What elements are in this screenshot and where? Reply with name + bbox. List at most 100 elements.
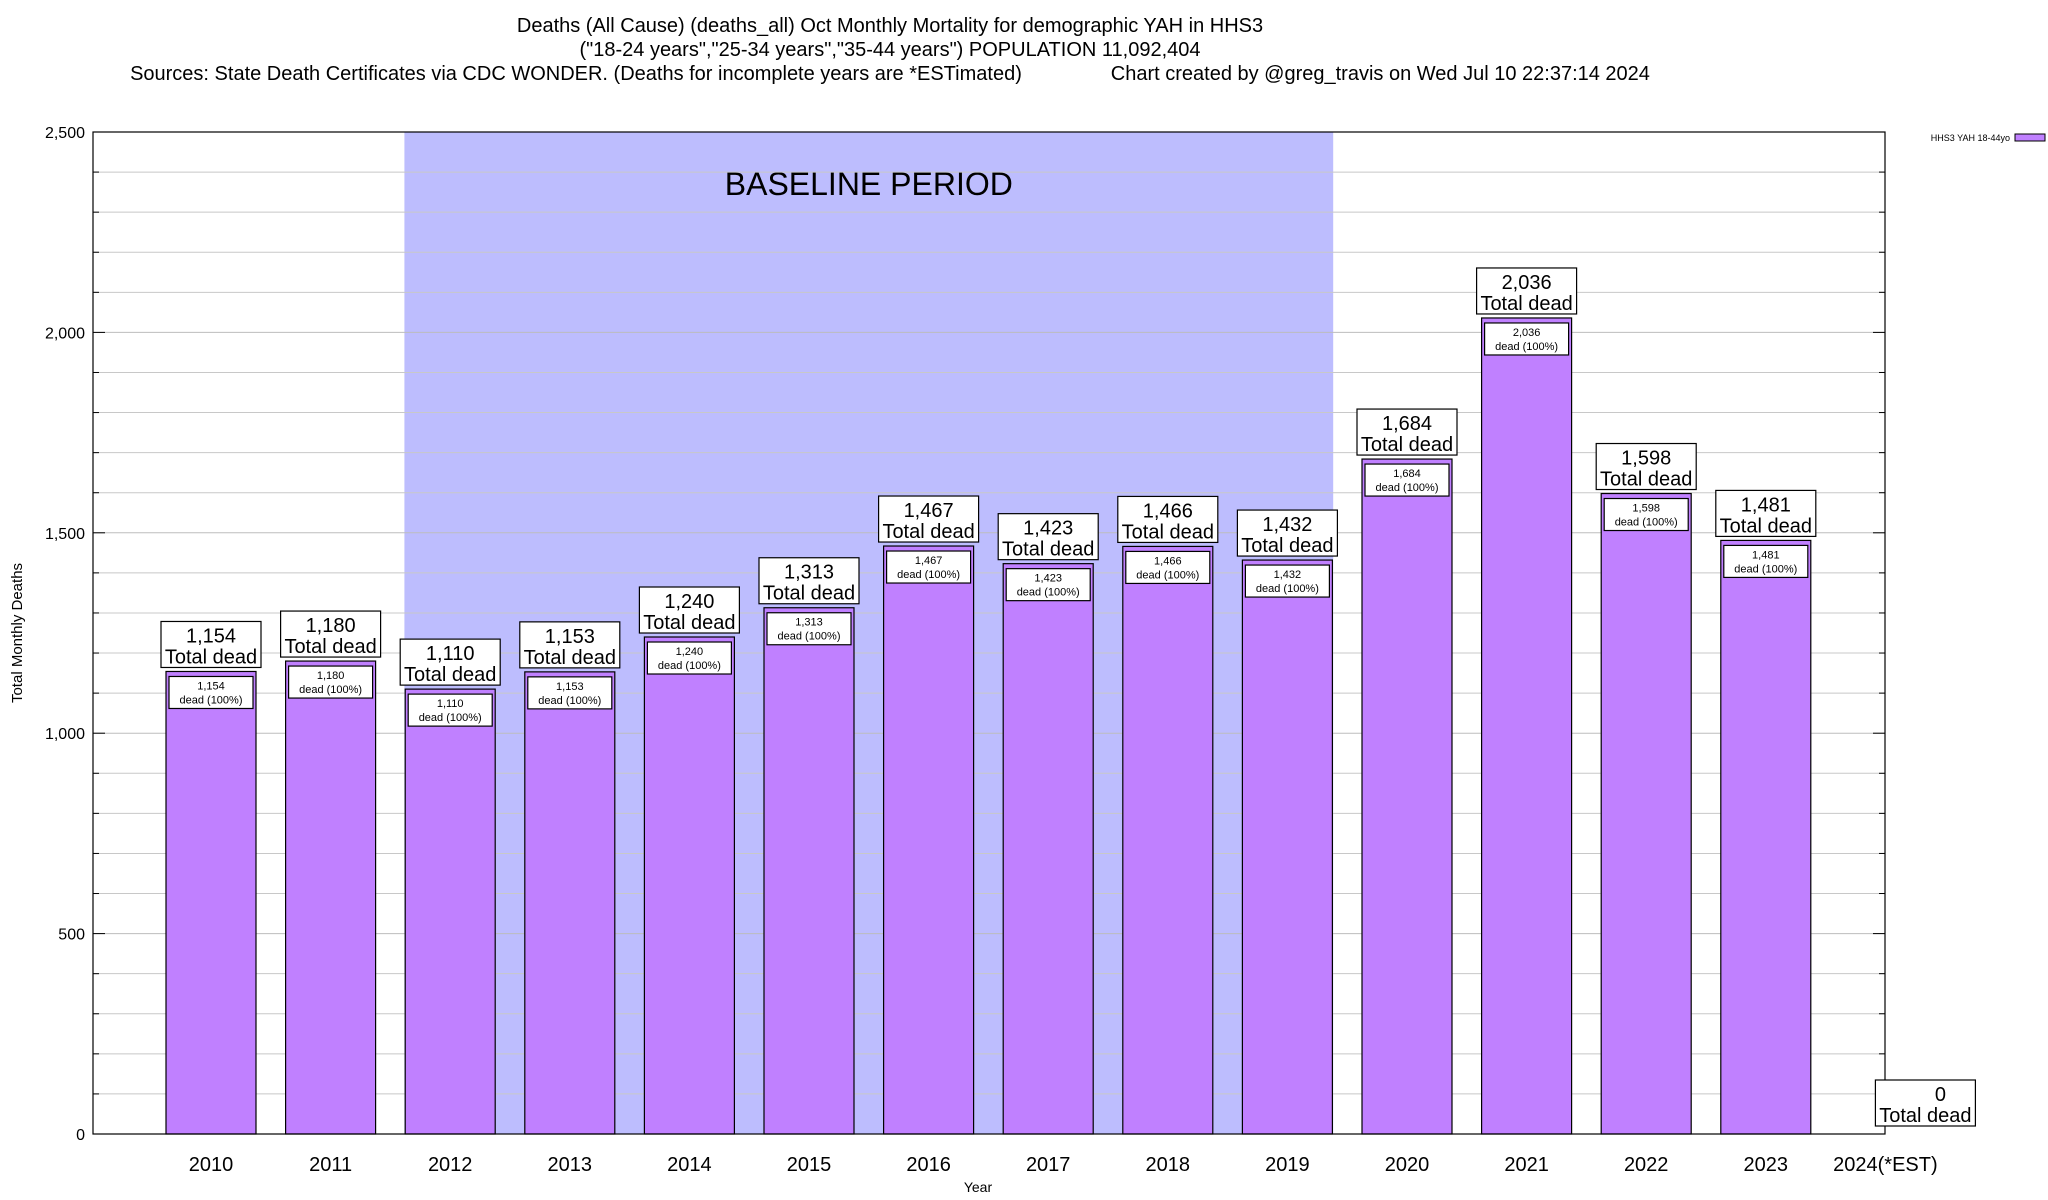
plot-frame (92, 131, 1886, 1135)
x-tick-label: 2022 (1624, 1154, 1669, 1176)
y-tick-label: 2,500 (45, 125, 85, 142)
top-label-value: 1,432 (1262, 514, 1312, 536)
x-tick-label: 2014 (667, 1154, 712, 1176)
inner-label-box (1364, 463, 1450, 497)
bar (1720, 539, 1812, 1135)
legend-label: HHS3 YAH 18-44yo (1931, 133, 2010, 143)
top-label-value: 2,036 (1502, 272, 1552, 294)
inner-label-value: 2,036 (1513, 327, 1541, 339)
top-label-text: Total dead (1361, 434, 1453, 456)
bar (1002, 563, 1094, 1135)
gridlines-layer (93, 171, 1885, 1095)
inner-label-box (1005, 568, 1091, 602)
inner-label-value: 1,481 (1752, 549, 1780, 561)
inner-label-value: 1,153 (556, 681, 584, 693)
top-label-value: 1,240 (664, 591, 714, 613)
top-label-text: Total dead (643, 612, 735, 634)
bar (524, 671, 616, 1135)
x-tick-label: 2013 (548, 1154, 593, 1176)
inner-label-text: dead (100%) (897, 569, 960, 581)
top-label-box (519, 621, 621, 669)
chart-subtitle: ("18-24 years","25-34 years","35-44 year… (579, 39, 1201, 61)
inner-label-value: 1,180 (317, 670, 345, 682)
axes-layer: 0 500 1,000 1,500 2,000 2,500 2010 2011 2012 2013… (9, 125, 1938, 1195)
chart-sources-line: Sources: State Death Certificates via CD… (0, 62, 1780, 86)
legend-swatch (2014, 133, 2046, 142)
y-tick-label: 1,000 (45, 726, 85, 743)
top-label-value: 0 (1935, 1084, 1946, 1106)
top-label-value: 1,598 (1621, 448, 1671, 470)
bar (1361, 458, 1453, 1135)
x-tick-label: 2015 (787, 1154, 832, 1176)
inner-label-text: dead (100%) (658, 660, 721, 672)
inner-label-text: dead (100%) (1734, 563, 1797, 575)
x-tick-label: 2011 (309, 1154, 352, 1176)
x-tick-label: 2016 (906, 1154, 951, 1176)
inner-label-text: dead (100%) (1495, 341, 1558, 353)
top-label-box (997, 513, 1099, 561)
bar (1122, 545, 1214, 1135)
bar (285, 660, 377, 1135)
top-label-text: Total dead (165, 646, 257, 668)
x-tick-label: 2024(*EST) (1833, 1154, 1938, 1176)
top-label-value: 1,313 (784, 562, 834, 584)
inner-label-text: dead (100%) (1615, 517, 1678, 529)
inner-label-text: dead (100%) (180, 694, 243, 706)
top-label-text: Total dead (1600, 469, 1692, 491)
top-label-value: 1,180 (306, 615, 356, 637)
top-label-value: 1,423 (1023, 518, 1073, 540)
inner-label-value: 1,110 (437, 698, 464, 710)
chart-title: Deaths (All Cause) (deaths_all) Oct Mont… (516, 15, 1264, 37)
inner-label-box (1483, 322, 1570, 356)
inner-label-value: 1,423 (1034, 573, 1062, 585)
inner-label-text: dead (100%) (1136, 569, 1199, 581)
inner-label-text: dead (100%) (1017, 587, 1080, 599)
inner-label-value: 1,432 (1274, 569, 1302, 581)
inner-label-box (288, 665, 374, 699)
inner-label-box (168, 675, 254, 710)
top-label-box (1715, 489, 1817, 538)
legend: HHS3 YAH 18-44yo (1931, 133, 2046, 143)
top-label-value: 1,466 (1143, 500, 1193, 522)
inner-label-text: dead (100%) (419, 712, 482, 724)
top-label-text: Total dead (882, 521, 974, 543)
top-label-text: Total dead (524, 647, 616, 669)
top-label-box (160, 620, 262, 669)
inner-label-value: 1,598 (1632, 503, 1660, 515)
top-label-box (1117, 495, 1219, 544)
inner-label-value: 1,154 (197, 680, 225, 692)
bars-layer (165, 317, 1812, 1135)
top-label-value: 1,154 (186, 625, 236, 647)
top-label-box (1595, 442, 1697, 491)
inner-label-text: dead (100%) (299, 684, 362, 696)
y-tick-label: 500 (58, 927, 85, 944)
x-tick-label: 2018 (1146, 1154, 1191, 1176)
inner-label-box (1603, 497, 1689, 532)
top-label-value: 1,110 (426, 643, 475, 665)
inner-label-box (527, 676, 613, 710)
top-label-text: Total dead (763, 583, 855, 605)
top-label-text: Total dead (284, 636, 376, 658)
bar (1600, 492, 1692, 1135)
top-label-box (758, 557, 860, 605)
bar (882, 545, 975, 1135)
chart-titles: Deaths (All Cause) (deaths_all) Oct Mont… (0, 14, 1780, 86)
inner-label-text: dead (100%) (778, 631, 841, 643)
inner-label-value: 1,240 (676, 646, 704, 658)
top-label-box (1356, 408, 1458, 456)
top-label-box (877, 495, 980, 543)
inner-label-value: 1,466 (1154, 555, 1182, 567)
top-label-value: 1,153 (545, 626, 595, 648)
top-label-box (399, 638, 501, 686)
baseline-label: BASELINE PERIOD (725, 166, 1013, 202)
x-tick-label: 2017 (1026, 1154, 1071, 1176)
top-label-value: 1,481 (1741, 494, 1791, 516)
x-axis-title: Year (964, 1179, 993, 1195)
top-label-box (638, 586, 741, 634)
top-label-value: 1,684 (1382, 413, 1432, 435)
inner-label-value: 1,684 (1393, 468, 1421, 480)
plot-frame-layer (92, 131, 1886, 1135)
x-tick-label: 2019 (1265, 1154, 1310, 1176)
top-label-text: Total dead (1720, 515, 1812, 537)
